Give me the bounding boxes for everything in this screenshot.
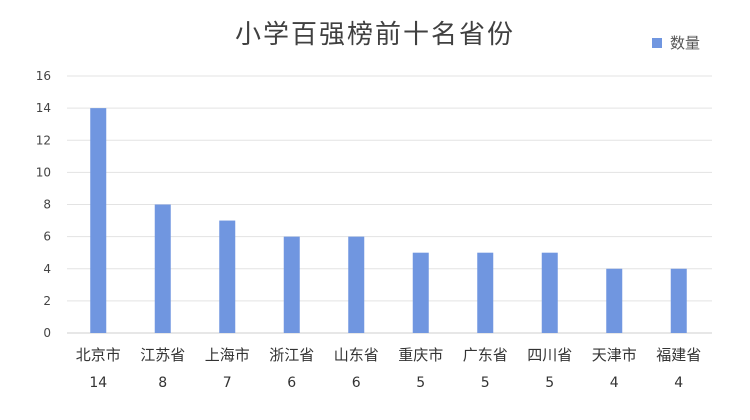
x-category-label: 天津市 — [592, 346, 637, 364]
y-tick-label: 16 — [36, 69, 51, 83]
bar — [412, 252, 429, 333]
bar-value-label: 8 — [158, 375, 167, 391]
y-tick-label: 6 — [43, 230, 51, 244]
bar — [219, 220, 236, 333]
x-category-label: 山东省 — [334, 346, 379, 364]
x-category-label: 浙江省 — [269, 346, 314, 364]
bar — [541, 252, 558, 333]
chart-legend: 数量 — [651, 32, 700, 53]
y-tick-label: 8 — [43, 198, 51, 212]
bar-value-label: 7 — [223, 375, 232, 391]
bar — [348, 236, 365, 333]
x-category-label: 江苏省 — [140, 346, 185, 364]
x-category-label: 北京市 — [76, 346, 121, 364]
bar-value-label: 6 — [287, 375, 296, 391]
bar-value-label: 6 — [352, 375, 361, 391]
bar-value-label: 14 — [89, 375, 107, 391]
bar — [670, 268, 687, 333]
y-tick-label: 0 — [43, 326, 51, 340]
y-tick-label: 14 — [36, 101, 51, 115]
bar-value-label: 5 — [481, 375, 490, 391]
bar — [283, 236, 300, 333]
y-tick-label: 2 — [43, 294, 51, 308]
bar — [90, 108, 107, 333]
bar — [154, 204, 171, 333]
x-category-label: 上海市 — [205, 346, 250, 364]
bar — [606, 268, 623, 333]
bar-value-label: 4 — [674, 375, 683, 391]
x-category-label: 四川省 — [527, 346, 572, 364]
chart-title: 小学百强榜前十名省份 — [234, 20, 515, 50]
bar-value-label: 4 — [610, 375, 619, 391]
bar — [477, 252, 494, 333]
y-tick-label: 4 — [43, 262, 51, 276]
y-tick-label: 10 — [36, 165, 51, 179]
bar-value-label: 5 — [545, 375, 554, 391]
legend-label: 数量 — [669, 34, 700, 52]
x-category-label: 福建省 — [656, 346, 701, 364]
x-category-label: 重庆市 — [398, 346, 443, 364]
y-tick-label: 12 — [36, 133, 51, 147]
bar-value-label: 5 — [416, 375, 425, 391]
legend-swatch — [651, 37, 662, 48]
x-category-label: 广东省 — [463, 346, 508, 364]
